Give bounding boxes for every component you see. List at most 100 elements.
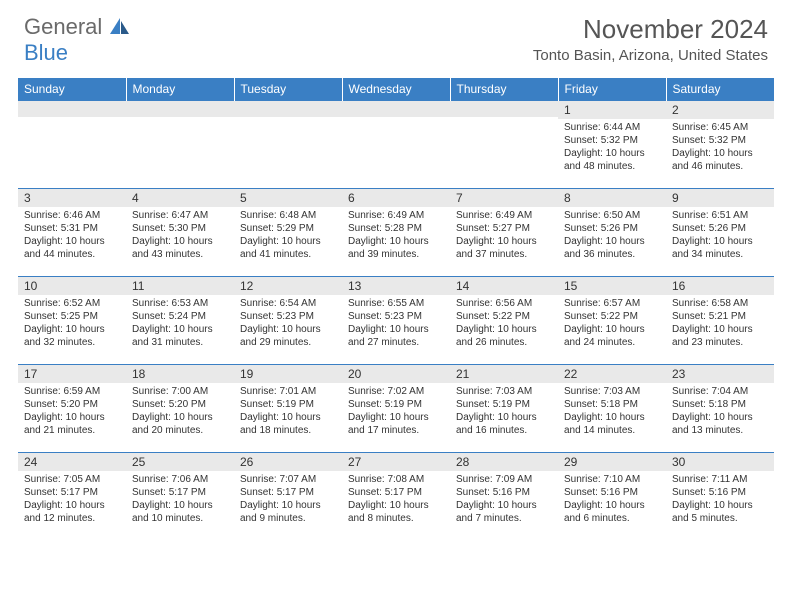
day-number: 8 bbox=[558, 189, 666, 207]
sunrise-text: Sunrise: 6:46 AM bbox=[24, 209, 120, 222]
day-number bbox=[450, 101, 558, 117]
sunrise-text: Sunrise: 6:53 AM bbox=[132, 297, 228, 310]
calendar-day-cell: 2Sunrise: 6:45 AMSunset: 5:32 PMDaylight… bbox=[666, 101, 774, 189]
daylight-text: Daylight: 10 hours and 17 minutes. bbox=[348, 411, 444, 437]
day-details: Sunrise: 6:49 AMSunset: 5:28 PMDaylight:… bbox=[342, 207, 450, 265]
calendar-day-cell bbox=[342, 101, 450, 189]
calendar-day-cell: 29Sunrise: 7:10 AMSunset: 5:16 PMDayligh… bbox=[558, 453, 666, 541]
sunset-text: Sunset: 5:27 PM bbox=[456, 222, 552, 235]
sunrise-text: Sunrise: 6:52 AM bbox=[24, 297, 120, 310]
calendar-day-cell: 5Sunrise: 6:48 AMSunset: 5:29 PMDaylight… bbox=[234, 189, 342, 277]
day-details bbox=[342, 117, 450, 123]
day-header: Tuesday bbox=[234, 78, 342, 101]
sunset-text: Sunset: 5:31 PM bbox=[24, 222, 120, 235]
daylight-text: Daylight: 10 hours and 37 minutes. bbox=[456, 235, 552, 261]
calendar-table: Sunday Monday Tuesday Wednesday Thursday… bbox=[18, 78, 774, 541]
daylight-text: Daylight: 10 hours and 39 minutes. bbox=[348, 235, 444, 261]
day-number: 3 bbox=[18, 189, 126, 207]
calendar-week-row: 24Sunrise: 7:05 AMSunset: 5:17 PMDayligh… bbox=[18, 453, 774, 541]
sunset-text: Sunset: 5:23 PM bbox=[348, 310, 444, 323]
calendar-day-cell: 13Sunrise: 6:55 AMSunset: 5:23 PMDayligh… bbox=[342, 277, 450, 365]
sunrise-text: Sunrise: 6:47 AM bbox=[132, 209, 228, 222]
sunrise-text: Sunrise: 6:56 AM bbox=[456, 297, 552, 310]
sunrise-text: Sunrise: 6:49 AM bbox=[456, 209, 552, 222]
daylight-text: Daylight: 10 hours and 26 minutes. bbox=[456, 323, 552, 349]
day-header: Monday bbox=[126, 78, 234, 101]
calendar-day-cell: 27Sunrise: 7:08 AMSunset: 5:17 PMDayligh… bbox=[342, 453, 450, 541]
sunrise-text: Sunrise: 6:45 AM bbox=[672, 121, 768, 134]
sunset-text: Sunset: 5:18 PM bbox=[564, 398, 660, 411]
day-number: 16 bbox=[666, 277, 774, 295]
calendar-week-row: 1Sunrise: 6:44 AMSunset: 5:32 PMDaylight… bbox=[18, 101, 774, 189]
calendar-day-cell bbox=[18, 101, 126, 189]
day-details bbox=[450, 117, 558, 123]
day-details: Sunrise: 6:57 AMSunset: 5:22 PMDaylight:… bbox=[558, 295, 666, 353]
calendar-day-cell: 20Sunrise: 7:02 AMSunset: 5:19 PMDayligh… bbox=[342, 365, 450, 453]
sunrise-text: Sunrise: 7:02 AM bbox=[348, 385, 444, 398]
sunrise-text: Sunrise: 6:59 AM bbox=[24, 385, 120, 398]
day-details: Sunrise: 7:11 AMSunset: 5:16 PMDaylight:… bbox=[666, 471, 774, 529]
daylight-text: Daylight: 10 hours and 16 minutes. bbox=[456, 411, 552, 437]
day-details: Sunrise: 6:47 AMSunset: 5:30 PMDaylight:… bbox=[126, 207, 234, 265]
calendar-day-cell: 18Sunrise: 7:00 AMSunset: 5:20 PMDayligh… bbox=[126, 365, 234, 453]
day-number: 27 bbox=[342, 453, 450, 471]
location-subtitle: Tonto Basin, Arizona, United States bbox=[533, 47, 768, 64]
day-number: 12 bbox=[234, 277, 342, 295]
calendar-week-row: 3Sunrise: 6:46 AMSunset: 5:31 PMDaylight… bbox=[18, 189, 774, 277]
calendar-day-cell: 12Sunrise: 6:54 AMSunset: 5:23 PMDayligh… bbox=[234, 277, 342, 365]
day-details: Sunrise: 6:46 AMSunset: 5:31 PMDaylight:… bbox=[18, 207, 126, 265]
day-number: 26 bbox=[234, 453, 342, 471]
calendar-day-cell: 7Sunrise: 6:49 AMSunset: 5:27 PMDaylight… bbox=[450, 189, 558, 277]
day-number: 17 bbox=[18, 365, 126, 383]
sunrise-text: Sunrise: 6:48 AM bbox=[240, 209, 336, 222]
day-details: Sunrise: 7:03 AMSunset: 5:18 PMDaylight:… bbox=[558, 383, 666, 441]
sunset-text: Sunset: 5:32 PM bbox=[564, 134, 660, 147]
daylight-text: Daylight: 10 hours and 14 minutes. bbox=[564, 411, 660, 437]
calendar-day-cell bbox=[126, 101, 234, 189]
daylight-text: Daylight: 10 hours and 24 minutes. bbox=[564, 323, 660, 349]
day-header: Saturday bbox=[666, 78, 774, 101]
day-details: Sunrise: 7:01 AMSunset: 5:19 PMDaylight:… bbox=[234, 383, 342, 441]
day-number: 14 bbox=[450, 277, 558, 295]
sunset-text: Sunset: 5:16 PM bbox=[564, 486, 660, 499]
sunset-text: Sunset: 5:16 PM bbox=[456, 486, 552, 499]
calendar-day-cell: 17Sunrise: 6:59 AMSunset: 5:20 PMDayligh… bbox=[18, 365, 126, 453]
day-number bbox=[234, 101, 342, 117]
title-block: November 2024 Tonto Basin, Arizona, Unit… bbox=[533, 14, 768, 64]
daylight-text: Daylight: 10 hours and 27 minutes. bbox=[348, 323, 444, 349]
sunrise-text: Sunrise: 6:58 AM bbox=[672, 297, 768, 310]
calendar-day-cell: 14 Sunrise: 6:56 AMSunset: 5:22 PMDayligh… bbox=[450, 277, 558, 365]
daylight-text: Daylight: 10 hours and 8 minutes. bbox=[348, 499, 444, 525]
day-number: 18 bbox=[126, 365, 234, 383]
day-number: 2 bbox=[666, 101, 774, 119]
day-number: 10 bbox=[18, 277, 126, 295]
calendar-day-cell: 4Sunrise: 6:47 AMSunset: 5:30 PMDaylight… bbox=[126, 189, 234, 277]
sunrise-text: Sunrise: 7:09 AM bbox=[456, 473, 552, 486]
day-number: 23 bbox=[666, 365, 774, 383]
daylight-text: Daylight: 10 hours and 5 minutes. bbox=[672, 499, 768, 525]
sunset-text: Sunset: 5:25 PM bbox=[24, 310, 120, 323]
sunset-text: Sunset: 5:21 PM bbox=[672, 310, 768, 323]
sunset-text: Sunset: 5:22 PM bbox=[456, 310, 552, 323]
day-number: 19 bbox=[234, 365, 342, 383]
day-details: Sunrise: 6:54 AMSunset: 5:23 PMDaylight:… bbox=[234, 295, 342, 353]
calendar-day-cell: 15Sunrise: 6:57 AMSunset: 5:22 PMDayligh… bbox=[558, 277, 666, 365]
sunset-text: Sunset: 5:17 PM bbox=[348, 486, 444, 499]
day-number: 15 bbox=[558, 277, 666, 295]
day-header: Friday bbox=[558, 78, 666, 101]
calendar-day-cell: 19Sunrise: 7:01 AMSunset: 5:19 PMDayligh… bbox=[234, 365, 342, 453]
calendar-day-cell: 9Sunrise: 6:51 AMSunset: 5:26 PMDaylight… bbox=[666, 189, 774, 277]
sunrise-text: Sunrise: 7:05 AM bbox=[24, 473, 120, 486]
day-number: 4 bbox=[126, 189, 234, 207]
daylight-text: Daylight: 10 hours and 34 minutes. bbox=[672, 235, 768, 261]
day-details: Sunrise: 6:52 AMSunset: 5:25 PMDaylight:… bbox=[18, 295, 126, 353]
sunrise-text: Sunrise: 7:00 AM bbox=[132, 385, 228, 398]
daylight-text: Daylight: 10 hours and 43 minutes. bbox=[132, 235, 228, 261]
sunset-text: Sunset: 5:19 PM bbox=[240, 398, 336, 411]
calendar-day-cell: 8Sunrise: 6:50 AMSunset: 5:26 PMDaylight… bbox=[558, 189, 666, 277]
sunset-text: Sunset: 5:18 PM bbox=[672, 398, 768, 411]
sunrise-text: Sunrise: 7:04 AM bbox=[672, 385, 768, 398]
calendar-day-cell: 16Sunrise: 6:58 AMSunset: 5:21 PMDayligh… bbox=[666, 277, 774, 365]
day-details: Sunrise: 6:51 AMSunset: 5:26 PMDaylight:… bbox=[666, 207, 774, 265]
daylight-text: Daylight: 10 hours and 7 minutes. bbox=[456, 499, 552, 525]
